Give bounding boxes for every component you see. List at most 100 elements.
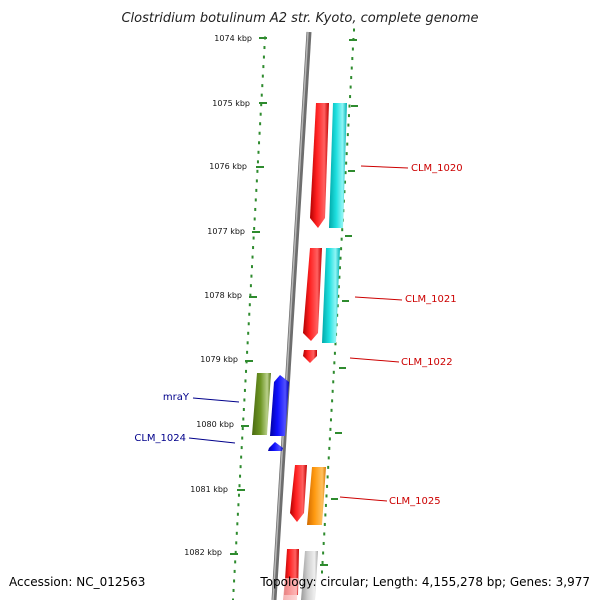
right-ruler-dot [347,114,350,118]
right-ruler-dot [343,190,346,194]
tick-1074: 1074 kbp [214,34,267,43]
ruler-ticks: 1074 kbp 1075 kbp 1076 kbp 1077 kbp 1078… [184,34,358,566]
left-ruler-dot [260,103,263,107]
gene-bar-mray-olive[interactable] [252,373,271,435]
left-ruler-dot [261,74,264,78]
gene-labels: CLM_1020 CLM_1021 CLM_1022 mraY CLM_1024… [134,163,462,507]
right-ruler-dot [325,494,328,498]
left-ruler-dot [255,188,258,192]
gene-label-clm1025[interactable]: CLM_1025 [389,496,441,507]
tick-label-1081: 1081 kbp [190,485,228,494]
right-ruler-dot [338,275,341,279]
left-ruler-dot [246,341,249,345]
left-ruler-dot [258,141,261,145]
leader-mray [192,397,240,403]
left-ruler-dot [262,55,265,59]
gene-label-clm1024[interactable]: CLM_1024 [134,433,186,444]
left-ruler-dot [263,46,266,50]
left-ruler-dot [249,284,252,288]
left-ruler-dot [237,493,240,497]
left-ruler-dot [242,417,245,421]
right-ruler-dot [333,361,336,365]
leader-clm1022 [349,357,400,363]
left-ruler-dot [236,522,239,526]
right-ruler-dot [329,418,332,422]
left-ruler-dot [241,436,244,440]
tick-1082: 1082 kbp [184,548,238,557]
left-ruler-dot [254,207,257,211]
right-ruler-dot [346,133,349,137]
right-ruler-dot [326,475,329,479]
left-ruler-dot [233,569,236,573]
left-ruler-dot [234,550,237,554]
left-ruler-dot [239,465,242,469]
right-ruler-dot [331,389,334,393]
gene-bar-clm1021-cyan[interactable] [322,248,340,343]
tick-label-1077: 1077 kbp [207,227,245,236]
tick-1081: 1081 kbp [190,485,245,494]
gene-label-clm1022[interactable]: CLM_1022 [401,357,453,368]
tick-label-1079: 1079 kbp [200,355,238,364]
left-ruler-dot [232,588,235,592]
tick-label-1075: 1075 kbp [212,99,250,108]
right-ruler-dot [353,28,355,32]
right-ruler-dot [349,85,352,89]
right-ruler-dot [344,171,347,175]
gene-label-mray[interactable]: mraY [163,392,190,403]
tick-label-1074: 1074 kbp [214,34,252,43]
tick-1080: 1080 kbp [196,420,249,429]
right-ruler-dot [349,95,352,99]
right-ruler-dot [333,351,336,355]
left-ruler-dot [240,446,243,450]
left-ruler-dot [244,379,247,383]
right-ruler-dot [328,446,331,450]
left-ruler-dot [259,112,262,116]
right-ruler-dot [338,266,341,270]
gene-arrow-clm1024-blue[interactable] [268,442,283,451]
tick-label-1076: 1076 kbp [209,162,247,171]
gene-bar-clm1020-cyan[interactable] [329,103,347,228]
left-ruler-dot [248,312,251,316]
right-ruler-dot [324,503,327,507]
tick-label-1080: 1080 kbp [196,420,234,429]
right-ruler-dot [350,66,353,70]
leader-clm1025 [339,496,388,502]
right-ruler-dot [334,342,337,346]
accession-text: Accession: NC_012563 [9,575,145,589]
right-ruler-dot [328,437,331,441]
right-ruler-dot [332,370,335,374]
gene-label-clm1020[interactable]: CLM_1020 [411,163,463,174]
gene-arrow-clm1021-red[interactable] [303,248,322,341]
right-ruler-dot [321,560,324,564]
right-ruler-dot [330,408,333,412]
gene-label-clm1021[interactable]: CLM_1021 [405,294,457,305]
right-ruler-dot [322,551,325,555]
tick-label-1082: 1082 kbp [184,548,222,557]
right-ruler-dot [327,465,330,469]
right-ruler-dot [346,142,349,146]
gene-bar-clm1025-orange[interactable] [307,467,326,525]
left-ruler-dot [243,388,246,392]
left-ruler-dot [233,579,236,583]
gene-arrow-clm1020-red[interactable] [310,103,329,228]
right-ruler-dot [337,294,340,298]
right-ruler-dot [326,484,329,488]
gene-bar-bottom-grey[interactable] [301,551,318,600]
tick-1078: 1078 kbp [204,291,257,300]
right-ruler-dot [331,399,334,403]
left-ruler-dot [251,255,254,259]
gene-arrow-mray-blue[interactable] [270,375,289,436]
left-ruler-dot [237,503,240,507]
right-ruler-dot [332,380,335,384]
gene-features [252,103,347,600]
tick-1077: 1077 kbp [207,227,260,236]
left-ruler [232,36,266,600]
right-ruler-dot [322,541,325,545]
gene-arrow-clm1022-red[interactable] [303,350,317,363]
left-ruler-dot [249,293,252,297]
left-ruler-dot [245,369,248,373]
gene-arrow-clm1025-red[interactable] [290,465,307,522]
left-ruler-dot [254,198,257,202]
left-ruler-dot [246,350,249,354]
right-ruler-dot [339,256,342,260]
